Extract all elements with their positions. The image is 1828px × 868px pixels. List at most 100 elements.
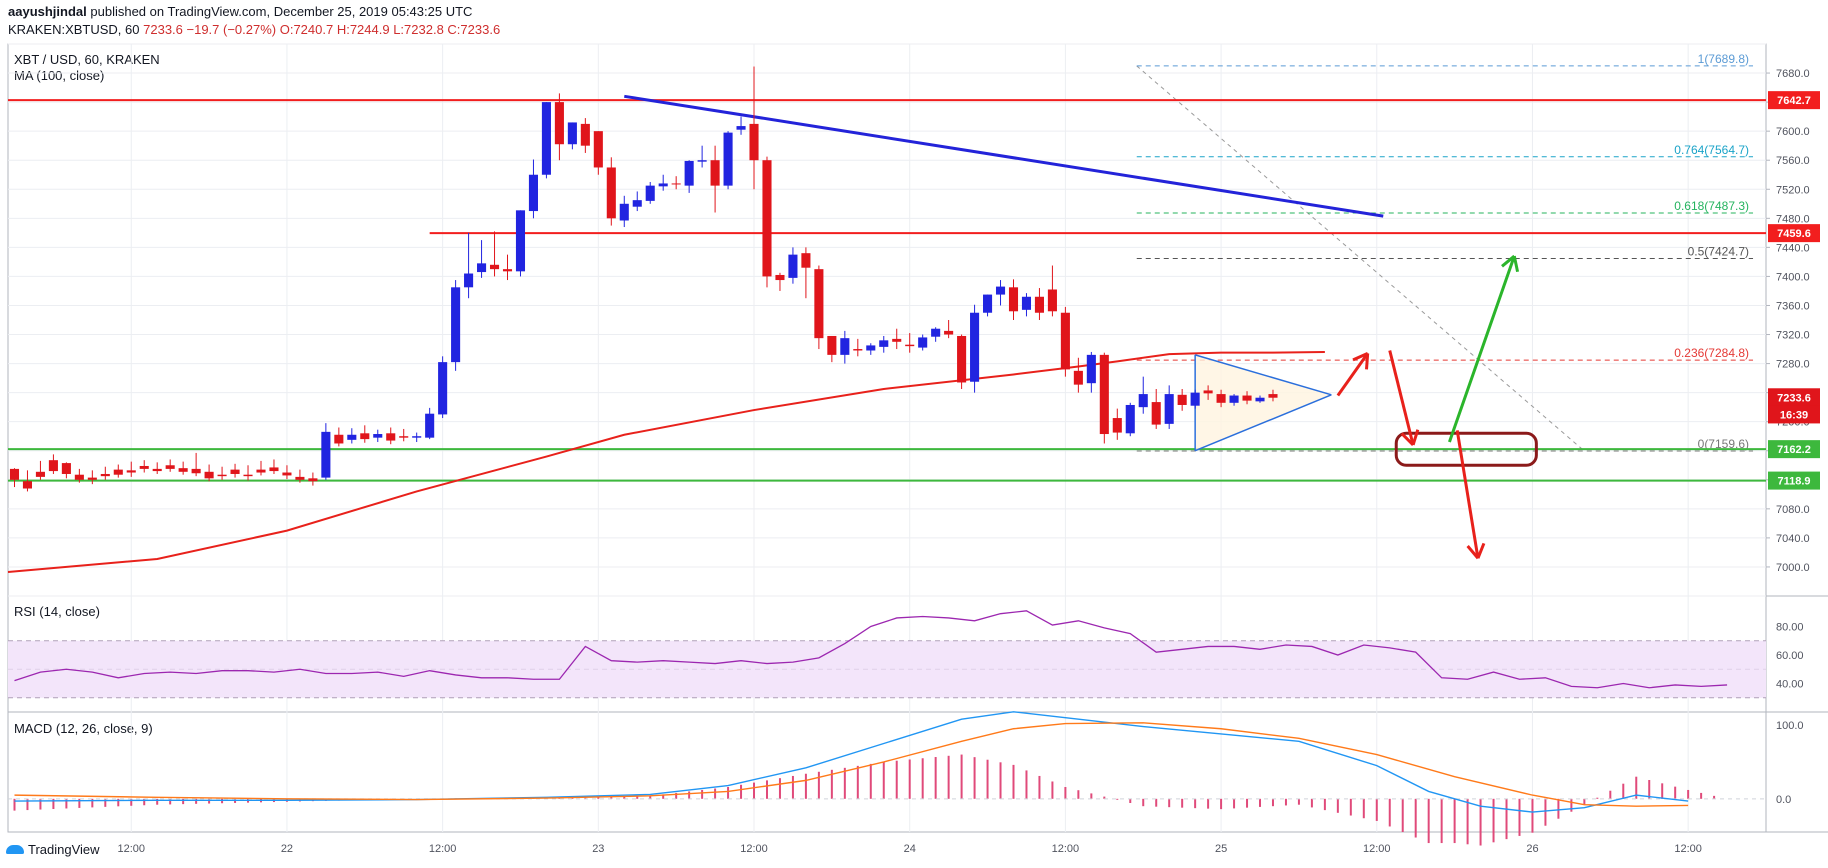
candle [502,254,513,281]
fib-level-label: 1(7689.8) [1698,52,1749,66]
candle-body [100,473,110,477]
author-name[interactable]: aayushjindal [8,4,87,19]
rsi-tick-label: 40.00 [1776,679,1804,691]
price-label: 7642.7 [1777,95,1811,107]
triangle-fill [1195,354,1332,451]
candle-body [269,467,279,472]
candle [308,472,318,486]
fibonacci-retracement: 1(7689.8) 0.764(7564.7) 0.618(7487.3) 0.5(7… [1136,52,1754,452]
candle-body [853,349,863,351]
macd-line [14,711,1689,813]
candle [139,460,149,473]
candle [35,460,45,480]
arrow-up-red [1336,352,1370,397]
arrow-head [1512,255,1520,273]
arrow-shaft [1388,350,1415,446]
macd-pane: 100.0 0.0 [8,711,1804,846]
y-tick-label: 7400.0 [1776,271,1810,283]
candle [100,466,110,480]
candle-body [347,434,357,440]
candle-body [1229,395,1239,403]
candle-body [905,344,915,347]
candle-body [360,433,370,440]
arrow-head [1501,254,1516,268]
contracting-triangle [1194,354,1332,452]
support-resistance [8,99,1766,482]
candle-body [1021,296,1032,310]
candle [126,461,136,477]
y-tick-label: 7680.0 [1776,68,1810,80]
arrow-shaft [1455,430,1480,559]
candle [477,240,487,278]
candle [801,247,811,299]
candle-body [995,286,1006,295]
candle [1268,389,1278,402]
candle-body [723,132,733,186]
candle [593,131,603,175]
candle-body [892,338,902,342]
candle [1008,279,1019,320]
candle-body [308,478,318,482]
candle [230,463,240,478]
candle-body [1086,354,1096,384]
candle [9,468,20,488]
y-tick-label: 7000.0 [1776,562,1810,574]
candle [1242,391,1252,405]
candle [438,356,448,419]
x-tick-label: 12:00 [1674,843,1702,855]
candle [957,334,967,389]
candle [983,294,993,317]
triangle-lower [1194,394,1332,452]
candle [1021,293,1032,317]
candle [1255,395,1265,403]
candle [684,160,694,193]
candle [1034,288,1044,320]
candle [1229,394,1239,406]
x-tick-label: 12:00 [1052,843,1080,855]
arrow-up-green [1448,254,1520,443]
candle-body [749,123,759,161]
tradingview-logo[interactable]: TradingView [6,842,100,857]
main-pane-title: XBT / USD, 60, KRAKEN [14,52,160,67]
candle [217,466,227,480]
candle-body [1073,370,1083,385]
candles [9,66,1278,492]
candle-body [139,465,149,469]
candle-body [22,481,33,489]
candle-body [1268,394,1278,398]
candle-body [425,413,435,438]
candle-body [412,436,422,438]
arrow-head [1411,429,1420,446]
bearish-trend-line [624,94,1384,218]
candle-body [295,476,305,480]
candle [22,470,33,492]
x-tick-label: 24 [904,843,916,855]
candle-body [1125,404,1135,434]
candle [269,459,279,474]
candle-body [386,433,396,441]
candle [334,427,344,447]
y-tick-label: 7440.0 [1776,242,1810,254]
candle [113,464,123,478]
candle-body [256,469,266,473]
candle-body [489,264,500,270]
candle-body [1164,394,1174,424]
candle [399,428,409,442]
macd-tick-label: 100.0 [1776,720,1804,732]
candle [814,265,824,350]
candle-body [1242,395,1252,401]
price-label: 16:39 [1780,409,1808,421]
fib-level-label: 0.764(7564.7) [1674,143,1749,157]
rsi-tick-label: 80.00 [1776,622,1804,634]
candle [632,191,642,212]
y-tick-label: 7080.0 [1776,504,1810,516]
candle [762,156,772,288]
y-tick-label: 7520.0 [1776,184,1810,196]
candle [749,66,759,190]
y-tick-label: 7040.0 [1776,533,1810,545]
candle-body [528,174,538,212]
rsi-pane: 80.00 60.00 40.00 [8,610,1804,699]
x-tick-label: 25 [1215,843,1227,855]
